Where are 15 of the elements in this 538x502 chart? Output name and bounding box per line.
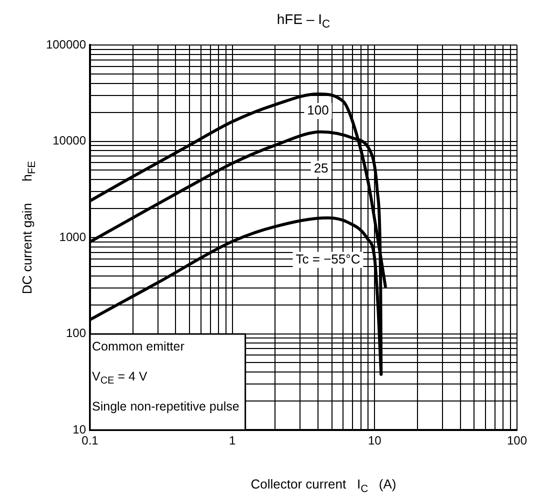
series-label: Tc = −55°C — [296, 251, 360, 266]
x-tick-label: 100 — [506, 434, 528, 448]
y-tick-label: 10000 — [52, 134, 86, 148]
x-tick-label: 0.1 — [82, 434, 99, 448]
text: 25 — [314, 160, 328, 176]
y-axis-title: DC current gain hFE — [20, 160, 38, 294]
series-label: 100 — [307, 102, 329, 118]
y-tick-label: 10 — [72, 422, 86, 436]
annotation: Single non-repetitive pulse — [92, 399, 240, 414]
y-tick-label: 100 — [66, 326, 86, 340]
x-tick-label: 1 — [228, 434, 236, 448]
x-tick-label: 10 — [368, 434, 382, 448]
y-tick-label: 1000 — [59, 230, 86, 244]
annotation: Common emitter — [92, 339, 184, 354]
y-tick-label: 100000 — [46, 37, 86, 52]
